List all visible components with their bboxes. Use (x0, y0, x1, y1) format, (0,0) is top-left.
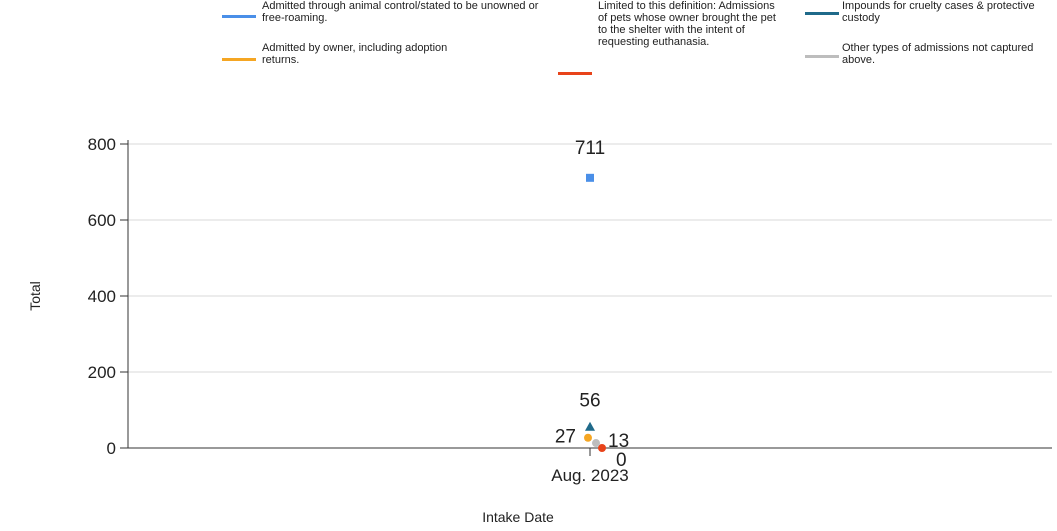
x-tick-label: Aug. 2023 (551, 466, 629, 485)
legend-label: Admitted by owner, including adoption re… (262, 42, 448, 66)
data-point (584, 433, 592, 442)
data-label: 27 (555, 427, 576, 448)
legend-swatch (805, 55, 839, 58)
data-label: 56 (579, 391, 600, 412)
data-point (585, 421, 595, 431)
legend-swatch (222, 15, 256, 18)
y-tick-label: 400 (88, 287, 116, 306)
legend-swatch (222, 58, 256, 61)
data-label: 711 (575, 138, 605, 159)
x-axis-label: Intake Date (482, 509, 554, 525)
legend-label: Other types of admissions not captured a… (842, 42, 1034, 66)
data-point (598, 444, 606, 452)
data-point (592, 439, 600, 448)
y-tick-label: 600 (88, 211, 116, 230)
y-tick-label: 800 (88, 135, 116, 154)
legend-label: Limited to this definition: Admissions o… (598, 0, 776, 48)
data-label: 0 (616, 450, 627, 471)
data-point (586, 173, 594, 182)
legend-label: Admitted through animal control/stated t… (262, 0, 539, 24)
data-label: 13 (608, 431, 629, 452)
y-axis-label: Total (27, 281, 43, 311)
y-tick-label: 0 (107, 439, 116, 458)
legend-swatch (558, 72, 592, 75)
legend-label: Impounds for cruelty cases & protective … (842, 0, 1035, 24)
legend-swatch (805, 12, 839, 15)
y-tick-label: 200 (88, 363, 116, 382)
